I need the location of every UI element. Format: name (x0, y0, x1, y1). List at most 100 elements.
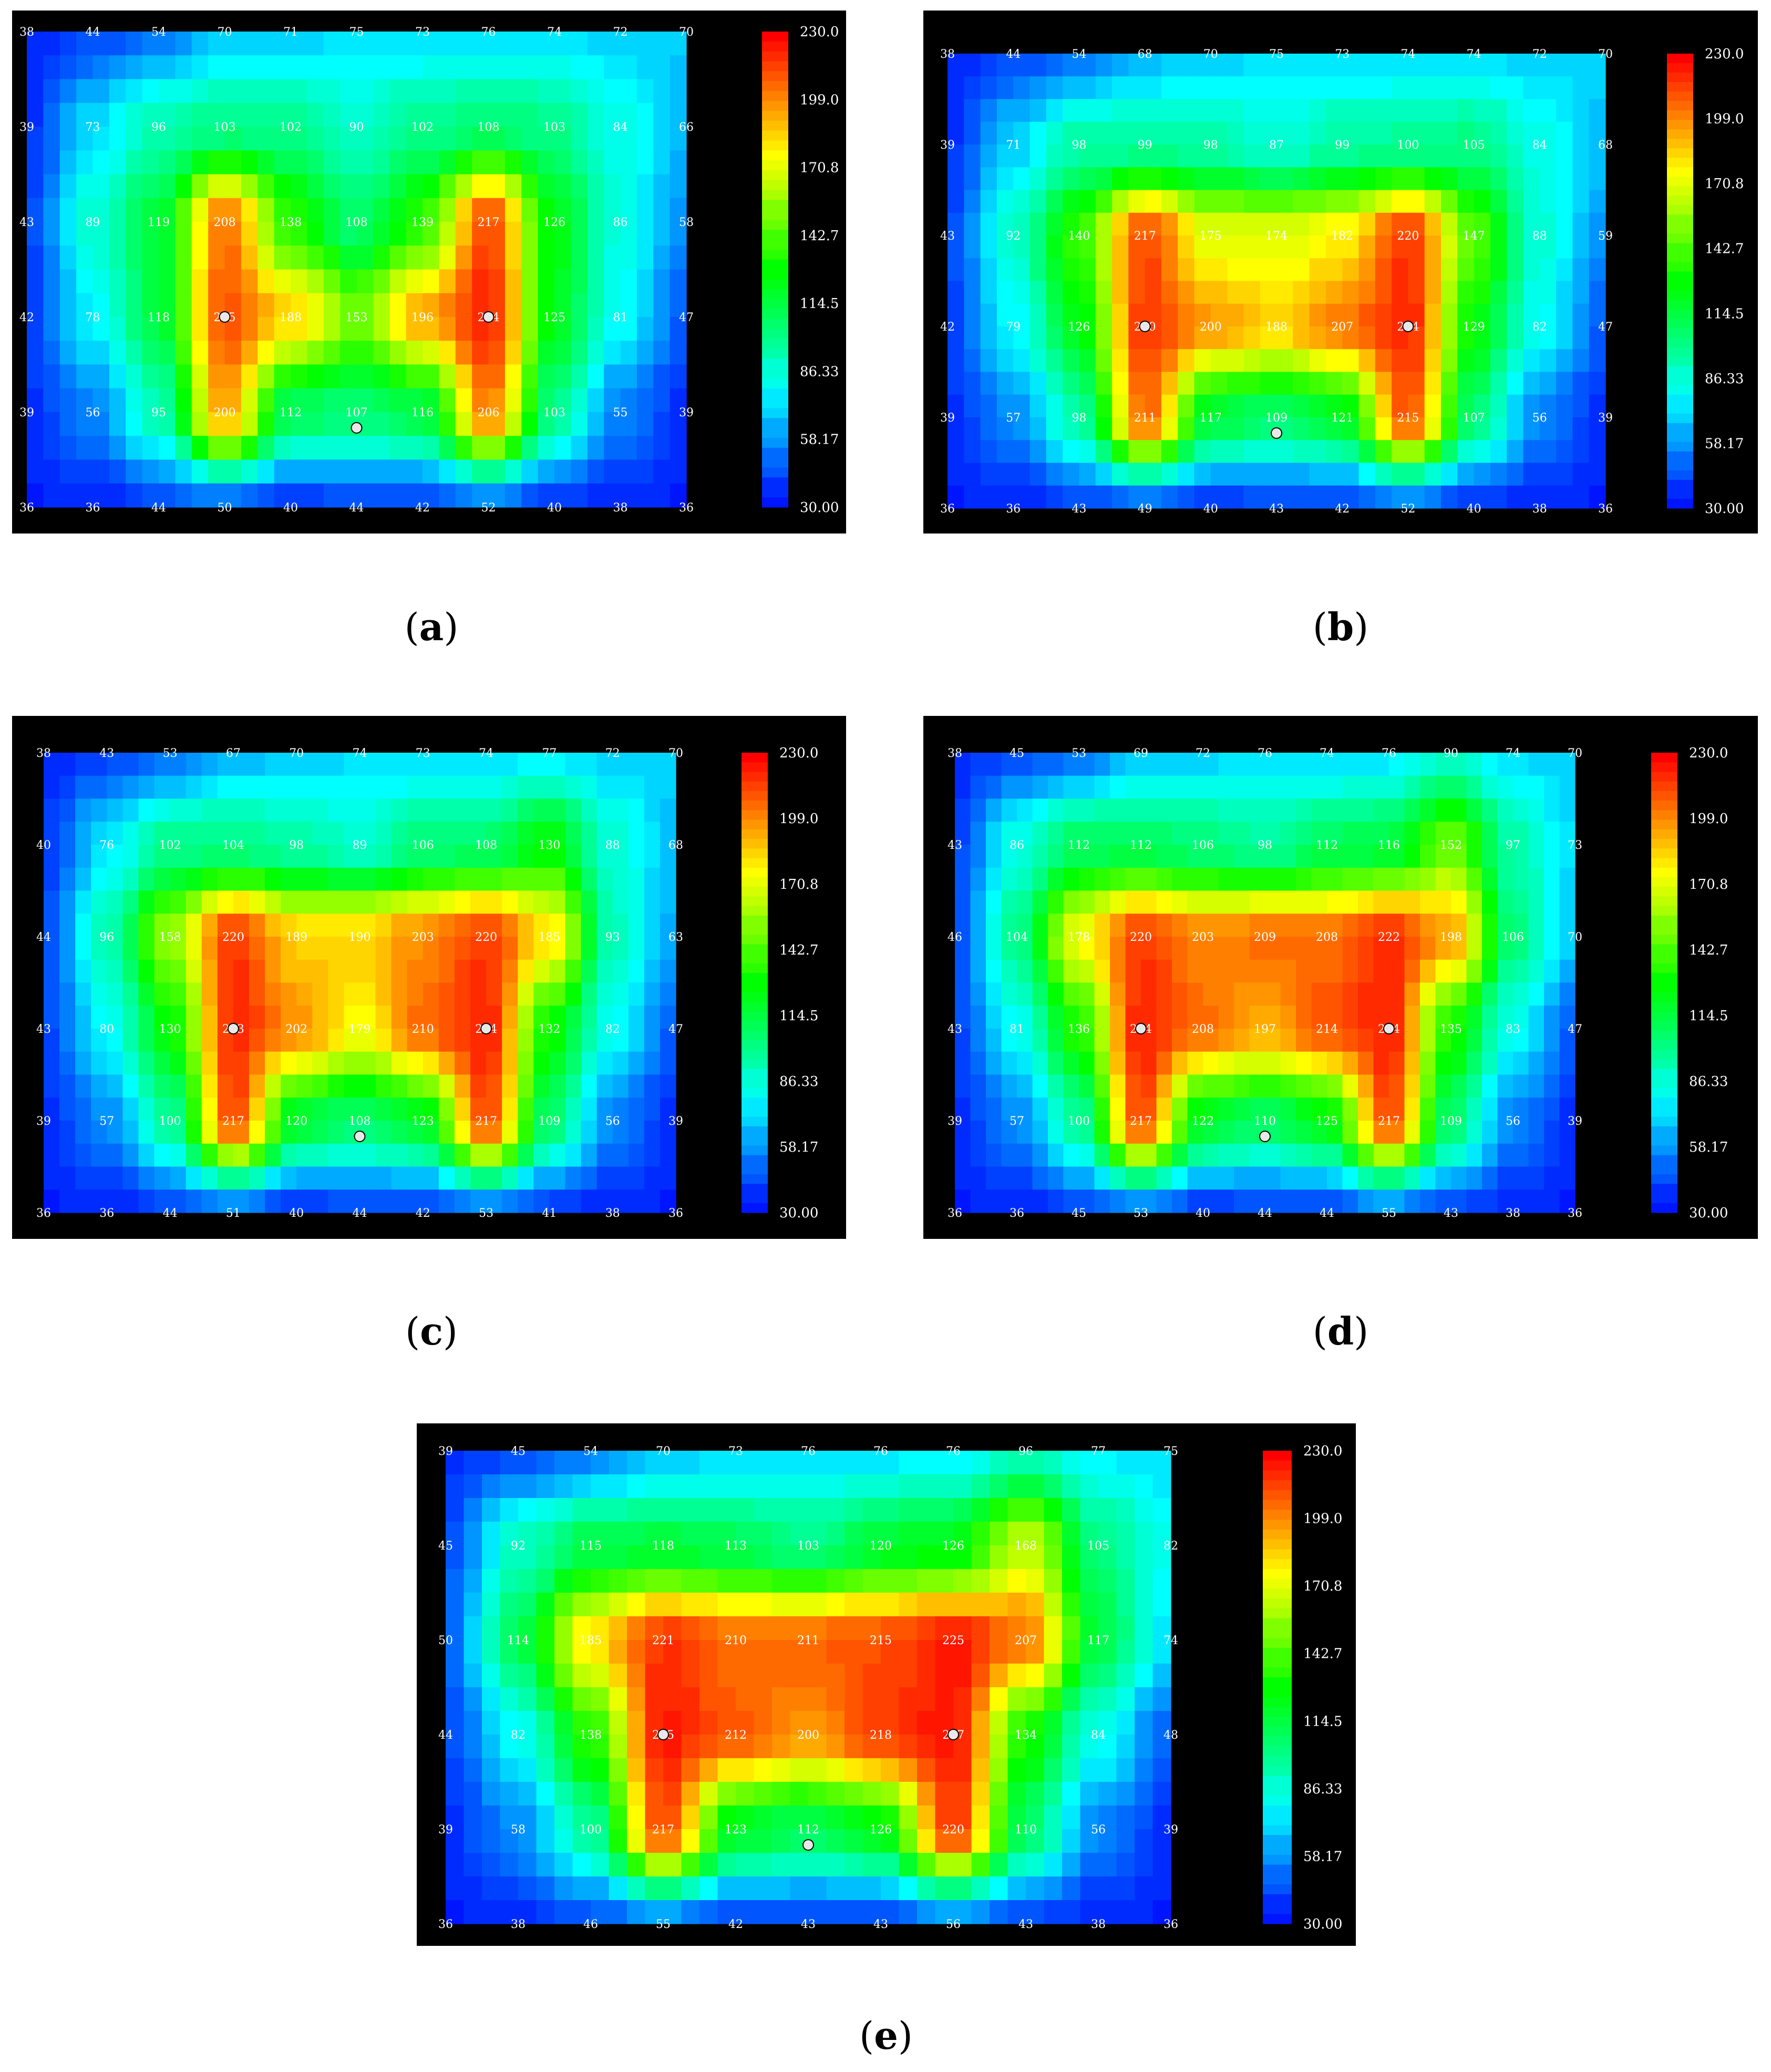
value-label: 214 (1316, 1023, 1338, 1036)
heatmap-cell (1135, 1640, 1154, 1664)
heatmap-cell (1544, 1189, 1560, 1213)
heatmap-cell (438, 845, 455, 868)
caption-a: (a) (404, 604, 459, 649)
heatmap-cell (446, 1758, 465, 1782)
heatmap-cell (1116, 1664, 1135, 1688)
colorbar-band (742, 772, 768, 782)
heatmap-cell (1309, 54, 1326, 77)
heatmap-cell (518, 1900, 537, 1924)
heatmap-cell (126, 245, 143, 270)
heatmap-cell (170, 867, 187, 891)
value-label: 39 (19, 406, 34, 419)
heatmap-cell (76, 222, 94, 246)
caption-b: (b) (1312, 604, 1369, 649)
heatmap-cell (1528, 1166, 1545, 1190)
heatmap-cell (1497, 822, 1513, 845)
value-label: 44 (163, 1207, 178, 1220)
heatmap-cell (328, 982, 345, 1006)
heatmap-cell (986, 822, 1002, 845)
heatmap-cell (717, 1640, 736, 1664)
heatmap-cell (455, 412, 472, 436)
heatmap-cell (27, 483, 44, 508)
heatmap-field (948, 54, 1606, 509)
heatmap-cell (265, 890, 281, 914)
heatmap-cell (241, 174, 258, 199)
heatmap-cell (609, 1711, 627, 1735)
heatmap-cell (1029, 349, 1047, 373)
heatmap-cell (1125, 982, 1141, 1006)
value-label: 43 (1018, 1918, 1033, 1931)
heatmap-cell (1032, 845, 1048, 868)
heatmap-cell (1451, 1121, 1467, 1144)
heatmap-cell (27, 269, 44, 294)
heatmap-cell (591, 1806, 610, 1830)
heatmap-cell (1218, 982, 1234, 1006)
heatmap-cell (482, 1498, 501, 1522)
heatmap-cell (699, 1806, 718, 1830)
heatmap-cell (170, 1166, 187, 1190)
heatmap-cell (1095, 99, 1113, 122)
heatmap-cell (591, 1616, 610, 1640)
heatmap-cell (571, 293, 588, 317)
heatmap-cell (935, 1853, 954, 1877)
heatmap-cell (1311, 775, 1327, 799)
heatmap-cell (1112, 190, 1129, 213)
heatmap-cell (1507, 145, 1524, 168)
heatmap-cell (565, 1121, 582, 1144)
heatmap-cell (122, 753, 139, 776)
heatmap-cell (1152, 1758, 1171, 1782)
heatmap-cell (996, 463, 1014, 486)
heatmap-cell (154, 753, 171, 776)
heatmap-cell (1389, 982, 1405, 1006)
heatmap-cell (1156, 822, 1172, 845)
heatmap-cell (1032, 1166, 1048, 1190)
heatmap-cell (996, 76, 1014, 100)
heatmap-cell (1375, 326, 1392, 350)
heatmap-cell (533, 775, 550, 799)
heatmap-cell (438, 982, 455, 1006)
heatmap-cell (1007, 1687, 1026, 1711)
heatmap-cell (591, 1711, 610, 1735)
heatmap-cell (274, 79, 291, 104)
heatmap-cell (1589, 167, 1606, 191)
value-label: 207 (1015, 1634, 1037, 1647)
colorbar-band (762, 120, 788, 131)
heatmap-cell (472, 79, 489, 104)
heatmap-cell (1079, 822, 1095, 845)
heatmap-cell (312, 1097, 328, 1121)
heatmap-cell (359, 890, 376, 914)
heatmap-cell (438, 1074, 455, 1098)
heatmap-cell (772, 1474, 791, 1499)
heatmap-cell (1389, 867, 1405, 891)
heatmap-cell (159, 102, 176, 127)
heatmap-cell (808, 1545, 827, 1570)
value-label: 100 (580, 1823, 602, 1837)
heatmap-cell (518, 1616, 537, 1640)
heatmap-cell (191, 317, 209, 341)
heatmap-cell (454, 775, 471, 799)
heatmap-cell (881, 1545, 900, 1570)
heatmap-cell (845, 1640, 863, 1664)
heatmap-cell (736, 1545, 755, 1570)
heatmap-cell (91, 1143, 107, 1167)
heatmap-cell (1156, 1143, 1172, 1167)
heatmap-cell (518, 937, 534, 960)
heatmap-cell (581, 822, 598, 845)
heatmap-cell (935, 1451, 954, 1475)
heatmap-cell (1048, 1166, 1064, 1190)
heatmap-cell (1145, 235, 1162, 259)
heatmap-cell (881, 1711, 900, 1735)
heatmap-cell (644, 937, 661, 960)
heatmap-cell (375, 753, 392, 776)
heatmap-cell (312, 1121, 328, 1144)
value-label: 42 (728, 1918, 743, 1931)
value-label: 185 (538, 931, 560, 944)
heatmap-cell (504, 269, 522, 294)
heatmap-cell (986, 959, 1002, 983)
heatmap-cell (1128, 145, 1146, 168)
colorbar-band (1651, 1097, 1677, 1108)
heatmap-cell (1048, 937, 1064, 960)
heatmap-cell (1280, 959, 1296, 983)
heatmap-panel-e: 39 45 54 70 73 76 76 76 96 77 75 45 92 115 118 113 103 12… (417, 1423, 1356, 1946)
